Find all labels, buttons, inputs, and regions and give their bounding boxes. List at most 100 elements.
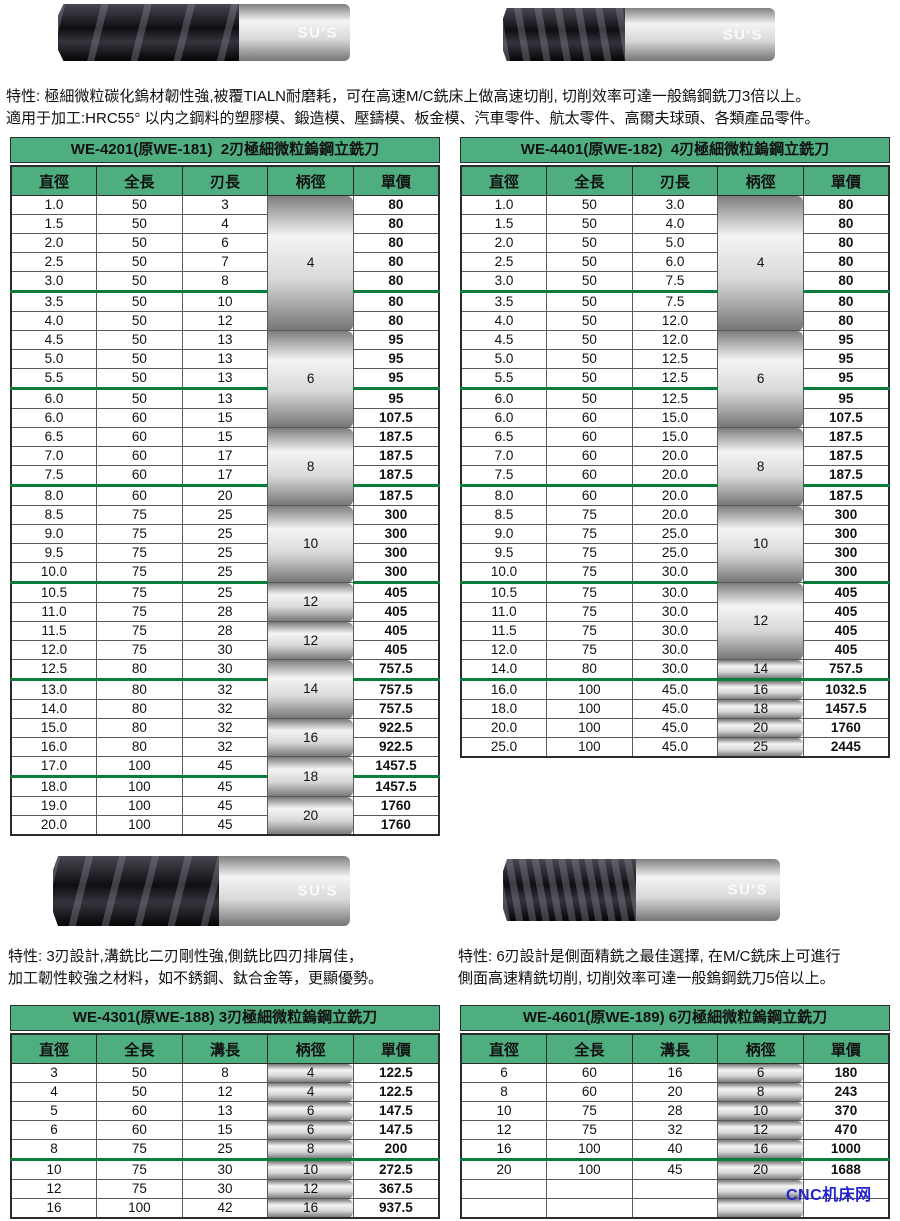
table-cell: 370 <box>802 1101 890 1121</box>
table-row: 12.0 75 30.0 405 <box>460 640 890 660</box>
table-cell: 405 <box>352 602 440 622</box>
table-cell: 25 <box>181 543 269 563</box>
table-row: 16 100 40 16 1000 <box>460 1139 890 1161</box>
table-cell: 80 <box>802 195 890 215</box>
table-cell: 50 <box>546 291 633 312</box>
table-title: WE-4601(原WE-189) 6刃極細微粒鎢鋼立銑刀 <box>460 1005 890 1031</box>
table-cell: 6 <box>267 1101 354 1121</box>
column-header: 柄徑 <box>717 1033 804 1064</box>
table-cell: 25 <box>181 1139 269 1161</box>
table-cell: 405 <box>352 582 440 603</box>
table-cell <box>802 1179 890 1199</box>
price-table-we-4401: WE-4401(原WE-182) 4刃極細微粒鎢鋼立銑刀 直徑 全長 刃長 柄徑 單價 … <box>460 137 890 758</box>
table-cell: 6 <box>717 330 804 428</box>
column-header: 柄徑 <box>717 165 804 196</box>
table-row: 13.0 80 32 757.5 <box>10 679 440 700</box>
table-cell: 50 <box>546 349 633 369</box>
table-row: 11.0 75 30.0 405 <box>460 602 890 622</box>
table-cell: 15.0 <box>631 427 719 447</box>
table-cell: 15.0 <box>631 408 719 428</box>
table-cell: 75 <box>96 1139 183 1161</box>
table-cell: 18.0 <box>460 699 548 719</box>
table-cell: 80 <box>352 271 440 293</box>
table-row: 8.0 60 20.0 187.5 <box>460 485 890 506</box>
table-cell: 25 <box>717 737 804 758</box>
table-cell: 28 <box>181 602 269 622</box>
table-cell: 300 <box>802 505 890 525</box>
table-cell: 16.0 <box>460 679 548 700</box>
table-cell: 18 <box>267 756 354 797</box>
column-header: 單價 <box>352 1033 440 1064</box>
table-cell: 50 <box>96 311 183 331</box>
table-cell: 3.5 <box>10 291 98 312</box>
table-cell: 1.0 <box>460 195 548 215</box>
table-cell: 16.0 <box>10 737 98 757</box>
table-cell: 12.5 <box>631 368 719 390</box>
table-row: 16 100 42 16 937.5 <box>10 1198 440 1219</box>
table-cell: 4.0 <box>460 311 548 331</box>
column-header: 單價 <box>802 165 890 196</box>
table-cell: 12.0 <box>460 640 548 660</box>
table-cell <box>460 1198 548 1219</box>
table-row: 4.5 50 12.0 6 95 <box>460 330 890 428</box>
table-cell: 300 <box>802 562 890 584</box>
table-cell: 25 <box>181 524 269 544</box>
table-title: WE-4301(原WE-188) 3刃極細微粒鎢鋼立銑刀 <box>10 1005 440 1031</box>
table-row: 18.0 100 45.0 18 1457.5 <box>460 699 890 719</box>
table-cell: 6 <box>717 1063 804 1083</box>
price-table: 直徑 全長 溝長 柄徑 單價 6 60 16 6 180 8 60 20 8 243 10 75 28 10 370… <box>460 1033 890 1219</box>
column-header: 全長 <box>546 1033 633 1064</box>
table-row: 20.0 100 45.0 20 1760 <box>460 718 890 738</box>
table-cell: 12 <box>10 1179 98 1199</box>
table-row: 10.0 75 30.0 300 <box>460 562 890 584</box>
table-cell: 100 <box>546 1139 633 1161</box>
table-cell: 8.0 <box>10 485 98 506</box>
table-cell: 75 <box>96 582 183 603</box>
table-cell: 15.0 <box>10 718 98 738</box>
table-row: 4.0 50 12 80 <box>10 311 440 331</box>
feature-line: 特性: 3刃設計,溝銑比二刃剛性強,側銑比四刃排屑佳， <box>8 948 364 965</box>
table-cell: 75 <box>546 524 633 544</box>
table-cell: 4.5 <box>460 330 548 350</box>
table-cell: 9.5 <box>460 543 548 563</box>
table-row: 1.5 50 4.0 80 <box>460 214 890 234</box>
table-cell: 2445 <box>802 737 890 758</box>
table-cell: 1000 <box>802 1139 890 1161</box>
price-table-we-4601: WE-4601(原WE-189) 6刃極細微粒鎢鋼立銑刀 直徑 全長 溝長 柄徑 單價 … <box>460 1005 890 1219</box>
table-cell: 12.0 <box>631 311 719 331</box>
table-cell: 20 <box>460 1159 548 1180</box>
table-row: 10 75 30 10 272.5 <box>10 1159 440 1180</box>
table-cell: 12 <box>267 621 354 660</box>
table-cell: 95 <box>802 349 890 369</box>
table-row: 12.0 75 30 405 <box>10 640 440 660</box>
table-cell: 80 <box>802 214 890 234</box>
table-cell: 50 <box>96 388 183 409</box>
table-cell: 14.0 <box>460 659 548 681</box>
table-cell: 300 <box>352 524 440 544</box>
table-cell: 922.5 <box>352 718 440 738</box>
table-cell: 6.0 <box>10 408 98 428</box>
table-cell <box>717 1198 804 1219</box>
table-cell: 15 <box>181 408 269 428</box>
table-cell: 75 <box>546 543 633 563</box>
table-cell: 42 <box>181 1198 269 1219</box>
table-cell: 45.0 <box>631 737 719 758</box>
table-cell: 1688 <box>802 1159 890 1180</box>
table-cell: 80 <box>96 718 183 738</box>
table-cell: 8 <box>181 271 269 293</box>
table-cell: 30.0 <box>631 640 719 660</box>
table-cell: 30 <box>181 1159 269 1180</box>
table-cell: 12.5 <box>631 388 719 409</box>
table-row: 2.0 50 6 80 <box>10 233 440 253</box>
table-row: 9.0 75 25 300 <box>10 524 440 544</box>
table-cell: 8 <box>181 1063 269 1083</box>
table-cell: 8 <box>717 427 804 506</box>
table-cell: 922.5 <box>352 737 440 757</box>
table-cell <box>802 1198 890 1219</box>
table-cell: 80 <box>96 659 183 681</box>
table-cell <box>717 1179 804 1199</box>
table-cell: 60 <box>96 446 183 466</box>
table-cell: 1457.5 <box>352 776 440 797</box>
table-cell: 25.0 <box>460 737 548 758</box>
table-cell: 25.0 <box>631 543 719 563</box>
